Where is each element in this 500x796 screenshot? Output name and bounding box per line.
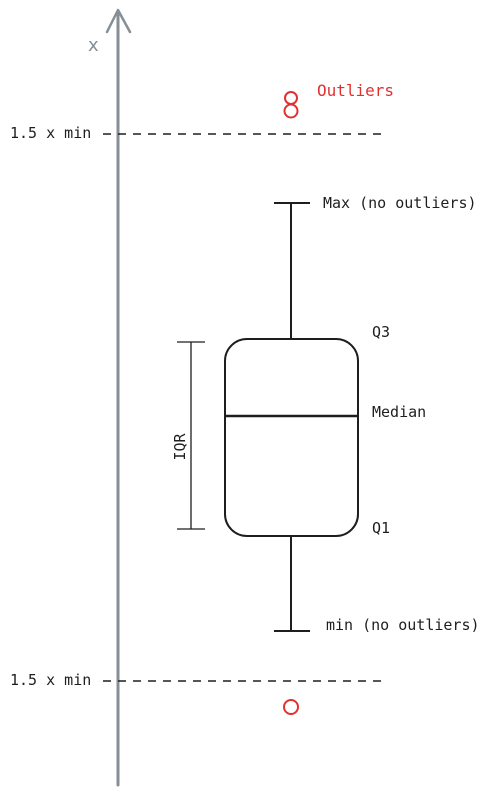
y-axis-arrowhead — [105, 8, 132, 34]
upper-fence-label: 1.5 x min — [10, 124, 92, 142]
outlier-point — [283, 103, 299, 119]
outliers-label: Outliers — [317, 81, 395, 100]
q1-label: Q1 — [372, 519, 391, 537]
iqr-box — [224, 338, 359, 537]
outlier-point — [284, 91, 298, 105]
axis-label: x — [88, 35, 99, 56]
min-label: min (no outliers) — [326, 616, 480, 634]
median-label: Median — [372, 403, 427, 421]
max-label: Max (no outliers) — [323, 194, 477, 212]
outlier-point — [283, 699, 299, 715]
iqr-label: IQR — [171, 433, 189, 461]
q3-label: Q3 — [372, 323, 391, 341]
lower-fence-label: 1.5 x min — [10, 671, 92, 689]
